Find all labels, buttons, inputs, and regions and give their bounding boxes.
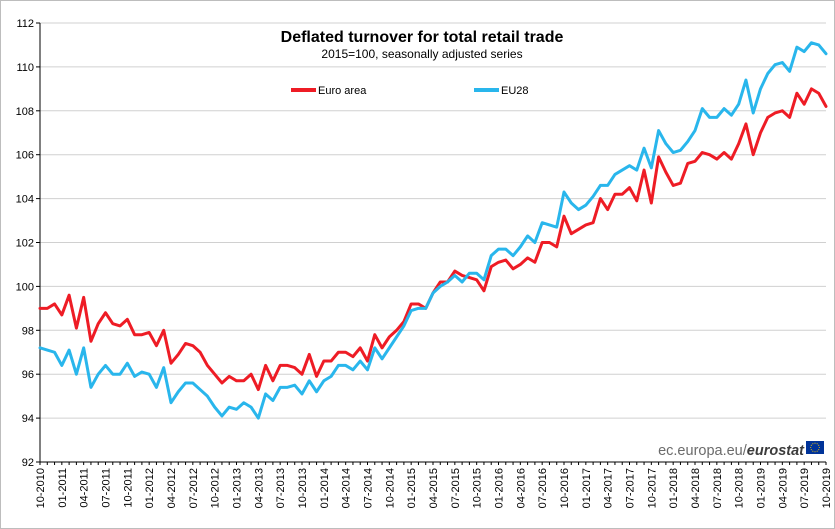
series-line-1: [38, 41, 828, 420]
legend-label-euro-area: Euro area: [318, 85, 367, 97]
eurostat-brand-text: ec.europa.eu/eurostat: [658, 443, 805, 459]
eurostat-branding: ec.europa.eu/eurostat: [658, 441, 824, 459]
x-tick-label: 10-2013: [297, 468, 309, 508]
x-tick-label: 07-2014: [363, 468, 375, 508]
x-tick-label: 04-2019: [777, 468, 789, 508]
y-tick-label: 112: [16, 18, 34, 30]
series-lines: [38, 41, 828, 420]
x-tick-label: 07-2012: [188, 468, 200, 508]
x-tick-label: 10-2015: [472, 468, 484, 508]
x-tick-label: 01-2014: [319, 468, 331, 508]
x-tick-label: 04-2018: [690, 468, 702, 508]
x-tick-label: 07-2017: [625, 468, 637, 508]
eu-flag-star: [818, 444, 820, 446]
eu-flag-star: [814, 451, 816, 453]
y-tick-label: 102: [16, 238, 34, 250]
x-tick-label: 01-2016: [494, 468, 506, 508]
x-tick-label: 10-2014: [384, 468, 396, 508]
x-tick-label: 10-2016: [559, 468, 571, 508]
eu-flag-icon: [806, 441, 824, 454]
eu-flag-star: [810, 444, 812, 446]
y-tick-label: 92: [22, 457, 34, 469]
y-tick-label: 110: [16, 62, 34, 74]
x-tick-label: 07-2011: [101, 468, 113, 508]
x-tick-label: 01-2012: [144, 468, 156, 508]
eu-flag-stars: [810, 442, 820, 453]
y-tick-label: 100: [16, 281, 34, 293]
eu-flag-star: [816, 443, 818, 445]
brand-eurostat-text: eurostat: [747, 443, 805, 459]
eu-flag-star: [818, 449, 820, 451]
y-tick-label: 96: [22, 369, 34, 381]
eu-flag-star: [814, 442, 816, 444]
x-tick-label: 04-2016: [515, 468, 527, 508]
x-tick-label: 01-2011: [57, 468, 69, 508]
eu-flag-star: [810, 446, 812, 449]
y-tick-label: 106: [16, 150, 34, 162]
x-tick-label: 01-2017: [581, 468, 593, 508]
brand-url-text: ec.europa.eu/: [658, 443, 748, 459]
chart-title: Deflated turnover for total retail trade: [281, 29, 564, 46]
eu-flag-star: [818, 446, 820, 449]
x-tick-label: 10-2011: [122, 468, 134, 508]
x-tick-label: 04-2014: [341, 468, 353, 508]
x-tick-label: 07-2018: [712, 468, 724, 508]
x-tick-label: 07-2015: [450, 468, 462, 508]
eu-flag-star: [812, 443, 814, 445]
x-tick-label: 04-2011: [79, 468, 91, 508]
x-tick-label: 07-2013: [275, 468, 287, 508]
x-tick-label: 04-2017: [603, 468, 615, 508]
x-tick-label: 04-2015: [428, 468, 440, 508]
y-tick-label: 108: [16, 106, 34, 118]
y-tick-label: 98: [22, 325, 34, 337]
x-tick-label: 10-2010: [35, 468, 47, 508]
x-tick-label: 01-2015: [406, 468, 418, 508]
x-tick-label: 07-2016: [537, 468, 549, 508]
x-tick-label: 04-2012: [166, 468, 178, 508]
x-tick-label: 10-2018: [734, 468, 746, 508]
eu-flag-star: [816, 450, 818, 452]
chart-subtitle: 2015=100, seasonally adjusted series: [321, 47, 522, 61]
y-tick-label: 104: [16, 194, 34, 206]
x-tick-label: 10-2012: [210, 468, 222, 508]
x-tick-label: 10-2017: [646, 468, 658, 508]
x-tick-label: 04-2013: [253, 468, 265, 508]
eu-flag-star: [812, 450, 814, 452]
legend: Euro area EU28: [291, 85, 529, 97]
series-line-0: [38, 87, 828, 392]
axes: [36, 22, 827, 465]
tick-labels: 92 94 96 98 100 102 104 106 108 110 112 10-2010 01-2…: [16, 18, 833, 508]
eu-flag-star: [810, 449, 812, 451]
gridlines: [40, 22, 826, 419]
x-tick-label: 01-2018: [668, 468, 680, 508]
x-tick-label: 07-2019: [799, 468, 811, 508]
x-tick-label: 10-2019: [821, 468, 833, 508]
x-tick-label: 01-2019: [756, 468, 768, 508]
legend-label-eu28: EU28: [501, 85, 529, 97]
y-tick-label: 94: [22, 413, 34, 425]
x-tick-label: 01-2013: [232, 468, 244, 508]
eu-flag-background: [806, 441, 824, 454]
